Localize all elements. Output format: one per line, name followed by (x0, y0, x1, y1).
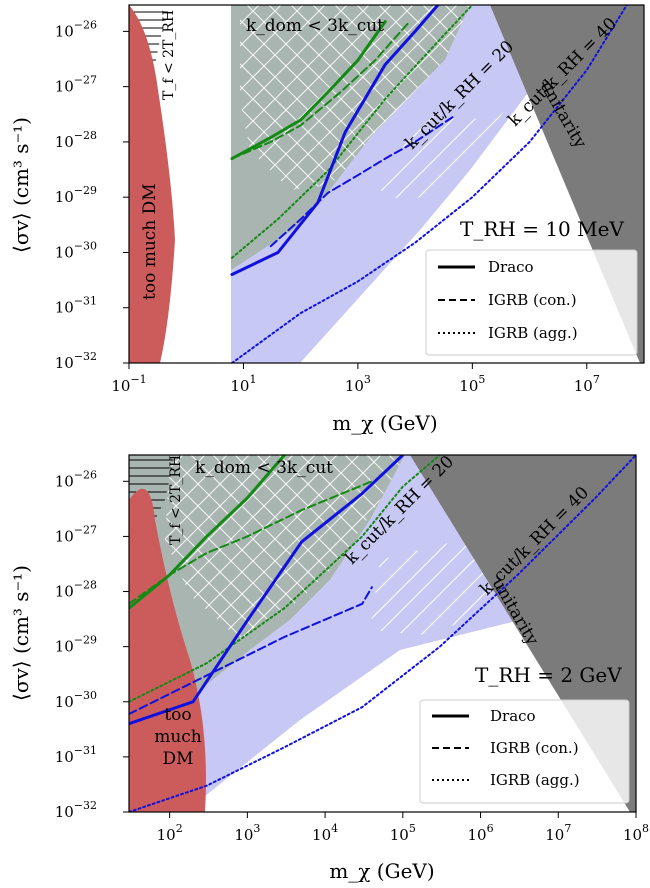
bottom-frame (128, 454, 637, 813)
bottom-ytick-label: 10−31 (55, 744, 97, 766)
bottom-ytick-label: 10−29 (55, 634, 97, 656)
bottom-label-much: much (154, 727, 202, 747)
top-region-lavender-hatch (380, 110, 505, 200)
top-ytick-label: 10−26 (55, 18, 97, 40)
bottom-xtick-label: 106 (468, 822, 494, 844)
bottom-label-too: too (164, 705, 191, 725)
bottom-label-tf: T_f < 2T_RH (168, 455, 184, 545)
bottom-series-green-dashed (129, 480, 373, 605)
top-ytick-label: 10−31 (55, 295, 97, 317)
top-series-green-solid (230, 20, 387, 161)
top-ytick-label: 10−29 (55, 184, 97, 206)
top-series-blue-dotted (231, 5, 628, 363)
panel-top: 10−1 101 103 105 107 10−32 10−31 10−30 10−29 10−2… (9, 4, 645, 435)
bottom-label-dm: DM (162, 749, 193, 769)
bottom-legend: Draco IGRB (con.) IGRB (agg.) (419, 699, 630, 804)
bottom-legend-igrb-con: IGRB (con.) (490, 739, 579, 757)
top-legend-draco: Draco (488, 258, 534, 276)
top-frame (128, 4, 645, 364)
top-ytick-label: 10−30 (55, 239, 97, 261)
bottom-xtick-label: 102 (157, 822, 183, 844)
bottom-series-green-dotted (129, 455, 441, 703)
bottom-ytick-label: 10−32 (55, 799, 97, 821)
bottom-ylabel: ⟨σv⟩ (cm³ s⁻¹) (9, 565, 33, 701)
bottom-region-lavender (129, 455, 520, 810)
bottom-xtick-label: 105 (390, 822, 416, 844)
top-region-too-much-dm (129, 5, 175, 363)
top-series-group (230, 5, 628, 363)
bottom-series-blue-solid (129, 455, 405, 726)
bottom-legend-draco: Draco (490, 707, 536, 725)
bottom-series-blue-dashed (129, 586, 373, 715)
top-trh-label: T_RH = 10 MeV (460, 217, 624, 241)
bottom-legend-box (419, 699, 630, 804)
bottom-ytick-label: 10−26 (55, 468, 97, 490)
bottom-region-too-much-dm (129, 488, 206, 812)
bottom-xlabel: m_χ (GeV) (329, 859, 434, 883)
bottom-label-kdom: k_dom < 3k_cut (195, 458, 333, 478)
top-xtick-label: 105 (459, 373, 485, 395)
top-legend-igrb-con: IGRB (con.) (488, 291, 577, 309)
bottom-trh-label: T_RH = 2 GeV (475, 663, 622, 687)
top-ytick-label: 10−27 (55, 74, 97, 96)
top-xtick-label: 10−1 (111, 373, 146, 395)
top-legend: Draco IGRB (con.) IGRB (agg.) (425, 249, 638, 356)
top-series-green-dashed (231, 20, 411, 160)
top-legend-box (425, 249, 638, 356)
top-plot-area (129, 5, 644, 363)
bottom-ytick-label: 10−30 (55, 689, 97, 711)
top-label-too-much-dm: too much DM (140, 183, 160, 300)
top-xtick-label: 107 (574, 373, 600, 395)
top-ylabel: ⟨σv⟩ (cm³ s⁻¹) (9, 117, 33, 253)
top-legend-igrb-agg: IGRB (agg.) (488, 324, 578, 342)
top-label-tf: T_f < 2T_RH (161, 10, 177, 100)
top-xtick-label: 101 (230, 373, 256, 395)
top-label-kdom: k_dom < 3k_cut (246, 16, 384, 36)
top-ytick-label: 10−28 (55, 129, 97, 151)
bottom-series-group (129, 455, 636, 812)
bottom-xtick-label: 107 (545, 822, 571, 844)
bottom-xtick-label: 103 (234, 822, 260, 844)
top-series-blue-dashed (269, 114, 457, 248)
bottom-xtick-label: 104 (312, 822, 338, 844)
bottom-region-lavender-hatch (370, 540, 500, 635)
bottom-series-blue-dotted (129, 455, 636, 812)
top-xtick-label: 103 (345, 373, 371, 395)
bottom-legend-igrb-agg: IGRB (agg.) (490, 771, 580, 789)
bottom-region-kdom-hatch (165, 455, 405, 640)
top-region-kdom-hatch (240, 5, 470, 190)
top-xlabel: m_χ (GeV) (332, 411, 437, 435)
top-series-green-dotted (231, 5, 474, 259)
bottom-ytick-label: 10−27 (55, 523, 97, 545)
panel-bottom: 102 103 104 105 106 107 108 10−32 10−31 10−30 10−2… (9, 452, 649, 883)
bottom-series-green-solid (129, 455, 286, 610)
bottom-xtick-label: 108 (623, 822, 649, 844)
bottom-ytick-label: 10−28 (55, 579, 97, 601)
top-ytick-label: 10−32 (55, 350, 97, 372)
top-series-blue-solid (230, 5, 440, 276)
